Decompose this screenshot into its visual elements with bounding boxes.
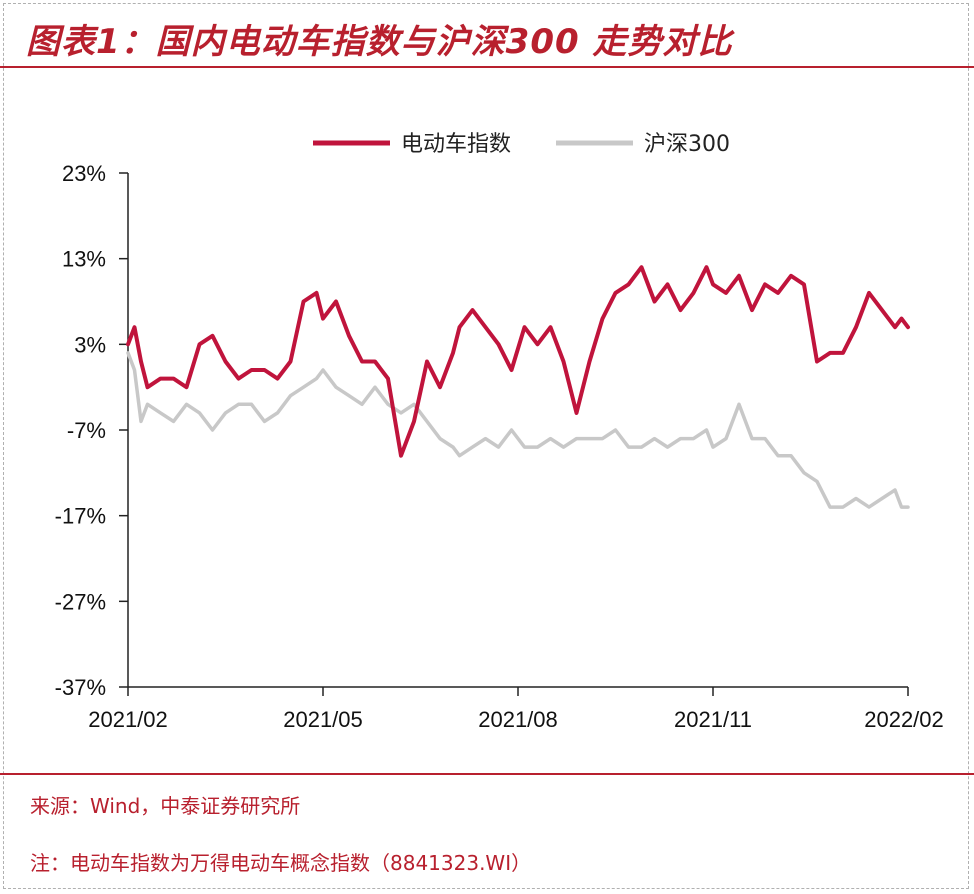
x-tick-label: 2021/02 (88, 707, 168, 732)
legend-label: 电动车指数 (401, 132, 511, 157)
y-tick-label: 13% (62, 247, 106, 272)
series-line-ev-index (126, 265, 910, 458)
legend-label: 沪深300 (644, 132, 730, 157)
y-tick-label: -27% (55, 589, 106, 614)
y-tick-label: -37% (55, 675, 106, 700)
figure-frame (3, 3, 969, 889)
x-tick-label: 2022/02 (864, 707, 944, 732)
footer-divider (0, 773, 974, 775)
x-tick-label: 2021/11 (674, 707, 752, 732)
series-line-csi300 (126, 351, 910, 509)
y-tick-label: -17% (55, 504, 106, 529)
x-tick-label: 2021/05 (283, 707, 363, 732)
y-tick-label: -7% (67, 418, 106, 443)
figure-title: 图表1：国内电动车指数与沪深300 走势对比 (26, 22, 733, 62)
line-chart: 23% 13% 3% -7% -17% -27% -37% 2021/02 2021/05 202… (55, 132, 944, 732)
figure-header: 图表1：国内电动车指数与沪深300 走势对比 (0, 0, 974, 68)
x-tick-label: 2021/08 (478, 707, 558, 732)
source-note: 来源：Wind，中泰证券研究所 (30, 794, 301, 818)
index-note: 注：电动车指数为万得电动车概念指数（8841323.WI） (30, 851, 532, 875)
y-tick-label: 3% (74, 332, 106, 357)
y-tick-label: 23% (62, 161, 106, 186)
